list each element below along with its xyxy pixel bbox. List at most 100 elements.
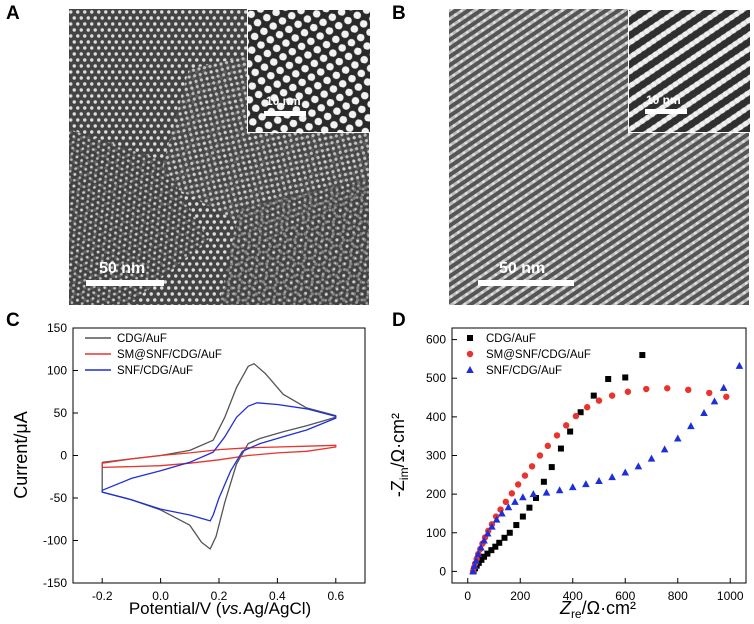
eis-point-2: [511, 497, 519, 505]
eis-series: [469, 352, 744, 575]
scale-label-inset-a: 10 nm: [266, 94, 301, 108]
cv-y-tick-label: -100: [43, 534, 67, 548]
eis-point-0: [481, 553, 488, 560]
eis-point-2: [582, 480, 590, 488]
eis-point-0: [548, 464, 555, 471]
cv-y-ticks: -150 -100 -50 0 50 100 150: [43, 321, 78, 590]
eis-point-1: [528, 463, 536, 470]
eis-point-0: [526, 504, 533, 511]
cv-legend-label-2: SNF/CDG/AuF: [117, 365, 193, 377]
cv-y-tick-label: 50: [54, 406, 68, 420]
eis-point-0: [501, 534, 508, 541]
eis-point-1: [723, 393, 730, 400]
eis-point-1: [502, 498, 510, 506]
eis-point-2: [608, 473, 616, 481]
eis-point-2: [687, 422, 695, 430]
eis-point-0: [639, 352, 646, 359]
eis-point-2: [477, 543, 485, 551]
eis-point-2: [474, 550, 483, 558]
eis-point-0: [590, 392, 597, 399]
scale-label-inset-b: 10 nm: [646, 93, 681, 107]
eis-x-tick-label: 0: [464, 589, 471, 603]
cv-y-axis-label: Current/μA: [11, 411, 31, 498]
eis-point-0: [567, 428, 574, 435]
eis-y-tick-label: 500: [426, 371, 446, 385]
eis-x-tick-label: 200: [510, 589, 530, 603]
panel-label-d: D: [392, 310, 406, 331]
eis-y-tick-label: 600: [426, 333, 446, 347]
eis-point-2: [472, 556, 480, 564]
eis-point-2: [735, 361, 744, 369]
scale-bar-inset-b: [645, 109, 687, 114]
eis-point-2: [647, 454, 656, 462]
eis-point-0: [533, 495, 539, 501]
eis-point-1: [521, 472, 529, 479]
cv-x-tick-label: -0.2: [92, 589, 113, 603]
eis-point-1: [562, 422, 570, 429]
eis-legend-swatch-0: [467, 335, 473, 341]
eis-point-2: [621, 468, 630, 476]
eis-point-0: [622, 374, 629, 381]
eis-point-1: [595, 397, 603, 404]
eis-x-tick-label: 400: [563, 589, 583, 603]
eis-x-axis-label: Zre/Ω·cm²: [559, 598, 636, 621]
eis-x-tick-label: 600: [615, 589, 635, 603]
cv-series: [101, 363, 337, 550]
cv-y-tick-label: -150: [43, 576, 67, 590]
eis-point-2: [568, 483, 577, 491]
scale-label-a: 50 nm: [99, 260, 146, 277]
eis-point-2: [555, 486, 564, 494]
scale-label-b: 50 nm: [499, 260, 546, 277]
eis-point-1: [572, 412, 580, 420]
scale-bar-a: [86, 280, 164, 286]
eis-point-2: [634, 462, 643, 470]
panel-label-b: B: [392, 3, 406, 24]
eis-point-1: [508, 490, 516, 497]
cv-x-tick-label: 0.4: [269, 589, 286, 603]
eis-point-2: [488, 522, 496, 530]
eis-point-1: [514, 481, 522, 488]
eis-point-2: [542, 488, 551, 496]
eis-point-0: [484, 550, 491, 557]
eis-y-tick-label: 0: [439, 564, 446, 578]
cv-x-tick-label: 0.2: [211, 589, 228, 603]
eis-point-0: [478, 556, 485, 563]
eis-point-2: [469, 567, 477, 575]
cv-y-tick-label: -50: [50, 491, 68, 505]
eis-legend-swatch-2: [466, 366, 474, 373]
eis-y-tick-label: 300: [426, 449, 446, 463]
eis-point-2: [673, 434, 682, 442]
cv-x-tick-label: 0.6: [327, 589, 344, 603]
eis-point-2: [595, 477, 603, 484]
eis-point-0: [492, 543, 499, 550]
cv-legend-label-1: SM@SNF/CDG/AuF: [117, 349, 222, 361]
eis-point-1: [706, 389, 713, 397]
eis-point-2: [719, 383, 728, 391]
eis-point-0: [496, 539, 503, 546]
eis-y-axis-label: -Zim/Ω·cm²: [388, 413, 411, 497]
eis-point-2: [480, 536, 488, 544]
eis-point-2: [710, 397, 719, 405]
eis-legend: CDG/AuF SM@SNF/CDG/AuF SNF/CDG/AuF: [466, 333, 591, 377]
eis-legend-swatch-1: [466, 350, 474, 358]
scale-bar-inset-a: [264, 111, 306, 116]
eis-point-1: [608, 392, 616, 399]
panel-label-a: A: [6, 3, 20, 24]
eis-point-0: [513, 522, 520, 529]
eis-point-1: [685, 386, 692, 394]
eis-legend-label-1: SM@SNF/CDG/AuF: [486, 349, 591, 361]
eis-y-tick-label: 100: [426, 526, 446, 540]
eis-point-2: [492, 515, 501, 523]
eis-legend-label-2: SNF/CDG/AuF: [486, 365, 562, 377]
eis-point-2: [700, 409, 708, 416]
eis-point-2: [529, 490, 538, 498]
eis-point-1: [536, 452, 544, 459]
cv-legend-label-0: CDG/AuF: [117, 333, 167, 345]
eis-point-2: [483, 529, 492, 537]
panel-label-c: C: [6, 310, 20, 331]
eis-y-tick-label: 200: [426, 487, 446, 501]
cv-y-tick-label: 0: [60, 449, 67, 463]
eis-point-1: [583, 404, 591, 411]
cv-chart: -0.2 0.0 0.2 0.4 0.6 -150 -100 -50 0 50 100 150 CD…: [11, 321, 366, 618]
eis-x-ticks: 0 200 400 600 800 1000: [464, 578, 744, 603]
